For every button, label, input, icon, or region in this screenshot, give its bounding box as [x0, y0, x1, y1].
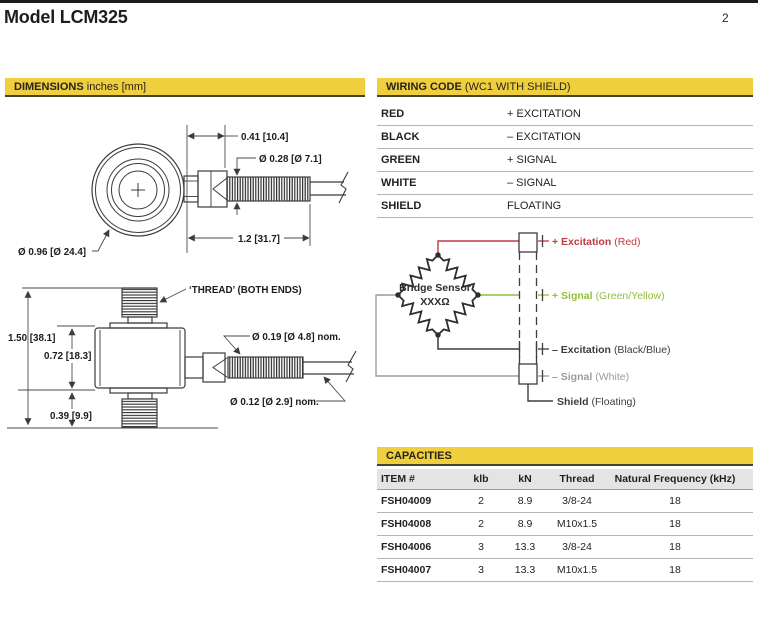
dimensions-section-header: DIMENSIONS inches [mm] [5, 78, 365, 97]
item-number: FSH04006 [381, 541, 432, 553]
dimensions-title: DIMENSIONS [14, 81, 84, 93]
dim-stud-height: 0.39 [9.9] [50, 411, 92, 422]
excitation-negative-wire [437, 335, 519, 350]
col-kn: kN [518, 473, 532, 485]
table-row: FSH04009 2 8.9 3/8-24 18 [377, 490, 753, 513]
side-view-dimension-lines [7, 287, 346, 429]
page-number: 2 [722, 11, 729, 25]
dim-fitting-diameter: Ø 0.28 [Ø 7.1] [259, 154, 322, 165]
top-view-dimension-lines [92, 125, 311, 253]
wiring-title: WIRING CODE [386, 81, 462, 93]
col-klb: klb [473, 473, 489, 485]
item-number: FSH04009 [381, 495, 432, 507]
capacity-kn: 8.9 [517, 495, 533, 507]
capacity-kn: 13.3 [514, 564, 536, 576]
label-shield: Shield (Floating) [557, 396, 636, 408]
dim-body-height: 0.72 [18.3] [44, 351, 91, 362]
wire-color: BLACK [381, 131, 420, 143]
table-row: BLACK – EXCITATION [377, 126, 753, 149]
capacities-table: ITEM # klb kN Thread Natural Frequency (… [377, 469, 753, 582]
wire-color: SHIELD [381, 200, 422, 212]
capacity-klb: 2 [478, 518, 484, 530]
capacity-kn: 13.3 [514, 541, 536, 553]
natural-frequency: 18 [669, 564, 681, 576]
table-header-row: ITEM # klb kN Thread Natural Frequency (… [377, 469, 753, 490]
wire-function: – EXCITATION [507, 131, 581, 143]
table-row: WHITE – SIGNAL [377, 172, 753, 195]
top-rule [0, 0, 758, 3]
dim-body-diameter: Ø 0.96 [Ø 24.4] [18, 247, 86, 258]
wire-function: + SIGNAL [507, 154, 557, 166]
natural-frequency: 18 [669, 541, 681, 553]
bridge-nodes [395, 252, 481, 338]
bridge-sensor-symbol [393, 250, 483, 340]
wire-color: WHITE [381, 177, 417, 189]
dim-fitting-length: 0.41 [10.4] [241, 132, 288, 143]
wiring-section-header: WIRING CODE (WC1 WITH SHIELD) [377, 78, 753, 97]
thread-size: 3/8-24 [562, 541, 592, 553]
wire-function: FLOATING [507, 200, 562, 212]
wire-function: – SIGNAL [507, 177, 557, 189]
wiring-subtitle: (WC1 WITH SHIELD) [461, 81, 571, 93]
wire-color: GREEN [381, 154, 421, 166]
bridge-resistance-label: XXXΩ [420, 296, 449, 308]
capacities-section-header: CAPACITIES [377, 447, 753, 466]
label-signal-positive: + Signal (Green/Yellow) [552, 290, 665, 302]
item-number: FSH04008 [381, 518, 432, 530]
wire-color: RED [381, 108, 405, 120]
capacity-klb: 2 [478, 495, 484, 507]
load-cell-face-view [91, 143, 349, 237]
dimensions-subtitle: inches [mm] [83, 81, 147, 93]
cable-symbol [518, 232, 538, 385]
wire-stubs [538, 235, 549, 382]
bridge-sensor-label: Bridge Sensor [399, 282, 471, 294]
natural-frequency: 18 [669, 495, 681, 507]
capacity-klb: 3 [478, 541, 484, 553]
thread-size: M10x1.5 [556, 518, 598, 530]
capacities-title: CAPACITIES [386, 450, 452, 462]
load-cell-side-view [94, 287, 357, 428]
table-row: SHIELD FLOATING [377, 195, 753, 218]
capacity-kn: 8.9 [517, 518, 533, 530]
wire-function: + EXCITATION [507, 108, 581, 120]
excitation-positive-wire [437, 240, 519, 255]
dim-overall-length: 1.2 [31.7] [238, 234, 280, 245]
page-title: Model LCM325 [4, 7, 128, 27]
item-number: FSH04007 [381, 564, 432, 576]
col-item: ITEM # [381, 473, 415, 485]
col-thread: Thread [559, 473, 595, 485]
wiring-code-table: RED + EXCITATION BLACK – EXCITATION GREE… [377, 103, 753, 218]
capacity-klb: 3 [478, 564, 484, 576]
label-signal-negative: – Signal (White) [552, 371, 629, 383]
shield-wire [527, 384, 553, 402]
dim-cable-fitting-diameter: Ø 0.19 [Ø 4.8] nom. [252, 332, 341, 343]
natural-frequency: 18 [669, 518, 681, 530]
dim-total-height: 1.50 [38.1] [8, 333, 55, 344]
thread-size: 3/8-24 [562, 495, 592, 507]
table-row: FSH04008 2 8.9 M10x1.5 18 [377, 513, 753, 536]
table-row: GREEN + SIGNAL [377, 149, 753, 172]
thread-callout: ‘THREAD’ (BOTH ENDS) [189, 285, 302, 296]
label-excitation-negative: – Excitation (Black/Blue) [552, 344, 671, 356]
col-frequency: Natural Frequency (kHz) [614, 473, 736, 485]
wiring-diagram: Bridge Sensor XXXΩ + Excitation (Red) [375, 232, 671, 408]
thread-size: M10x1.5 [556, 564, 598, 576]
dimensions-drawing: 0.41 [10.4] Ø 0.28 [Ø 7.1] 1.2 [31.7] Ø … [7, 125, 357, 429]
dim-cable-diameter: Ø 0.12 [Ø 2.9] nom. [230, 397, 319, 408]
table-row: FSH04006 3 13.3 3/8-24 18 [377, 536, 753, 559]
signal-negative-wire [375, 294, 519, 377]
label-excitation-positive: + Excitation (Red) [552, 236, 641, 248]
table-row: RED + EXCITATION [377, 103, 753, 126]
table-row: FSH04007 3 13.3 M10x1.5 18 [377, 559, 753, 582]
